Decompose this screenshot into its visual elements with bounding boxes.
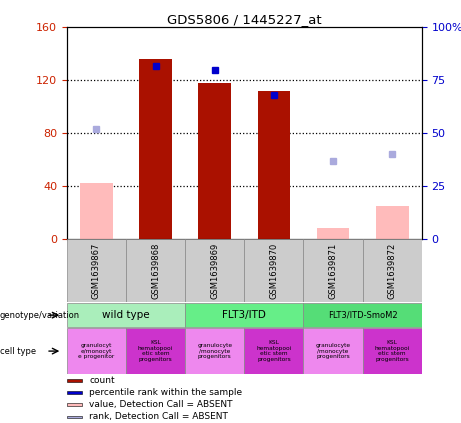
Bar <box>67 379 82 382</box>
Bar <box>185 239 244 302</box>
Bar <box>376 206 408 239</box>
Text: value, Detection Call = ABSENT: value, Detection Call = ABSENT <box>89 400 233 409</box>
Text: GSM1639870: GSM1639870 <box>269 243 278 299</box>
Bar <box>139 59 172 239</box>
Text: wild type: wild type <box>102 310 150 320</box>
Bar <box>363 328 422 374</box>
Text: KSL
hematopooi
etic stem
progenitors: KSL hematopooi etic stem progenitors <box>375 340 410 362</box>
Bar <box>303 328 363 374</box>
Text: KSL
hematopooi
etic stem
progenitors: KSL hematopooi etic stem progenitors <box>138 340 173 362</box>
Text: GSM1639867: GSM1639867 <box>92 242 101 299</box>
Bar <box>199 83 231 239</box>
Text: GSM1639871: GSM1639871 <box>329 243 337 299</box>
Text: GSM1639872: GSM1639872 <box>388 243 397 299</box>
Text: FLT3/ITD-SmoM2: FLT3/ITD-SmoM2 <box>328 310 397 320</box>
Text: FLT3/ITD: FLT3/ITD <box>222 310 266 320</box>
Bar <box>303 303 422 327</box>
Text: granulocyte
/monocyte
progenitors: granulocyte /monocyte progenitors <box>197 343 232 360</box>
Text: GSM1639868: GSM1639868 <box>151 242 160 299</box>
Bar <box>244 328 303 374</box>
Text: granulocyt
e/monocyt
e progenitor: granulocyt e/monocyt e progenitor <box>78 343 114 360</box>
Text: KSL
hematopooi
etic stem
progenitors: KSL hematopooi etic stem progenitors <box>256 340 291 362</box>
Bar <box>185 328 244 374</box>
Bar <box>258 91 290 239</box>
Bar <box>67 391 82 394</box>
Bar <box>67 328 126 374</box>
Text: count: count <box>89 376 115 385</box>
Text: rank, Detection Call = ABSENT: rank, Detection Call = ABSENT <box>89 412 228 421</box>
Bar <box>244 239 303 302</box>
Bar <box>67 404 82 406</box>
Title: GDS5806 / 1445227_at: GDS5806 / 1445227_at <box>167 14 322 26</box>
Text: cell type: cell type <box>0 346 36 356</box>
Bar <box>363 239 422 302</box>
Text: percentile rank within the sample: percentile rank within the sample <box>89 388 242 397</box>
Bar <box>67 415 82 418</box>
Text: genotype/variation: genotype/variation <box>0 310 80 320</box>
Bar <box>126 328 185 374</box>
Bar <box>126 239 185 302</box>
Bar <box>80 184 112 239</box>
Bar <box>185 303 303 327</box>
Text: granulocyte
/monocyte
progenitors: granulocyte /monocyte progenitors <box>315 343 351 360</box>
Bar <box>67 303 185 327</box>
Bar <box>67 239 126 302</box>
Bar <box>317 228 349 239</box>
Text: GSM1639869: GSM1639869 <box>210 243 219 299</box>
Bar <box>303 239 363 302</box>
